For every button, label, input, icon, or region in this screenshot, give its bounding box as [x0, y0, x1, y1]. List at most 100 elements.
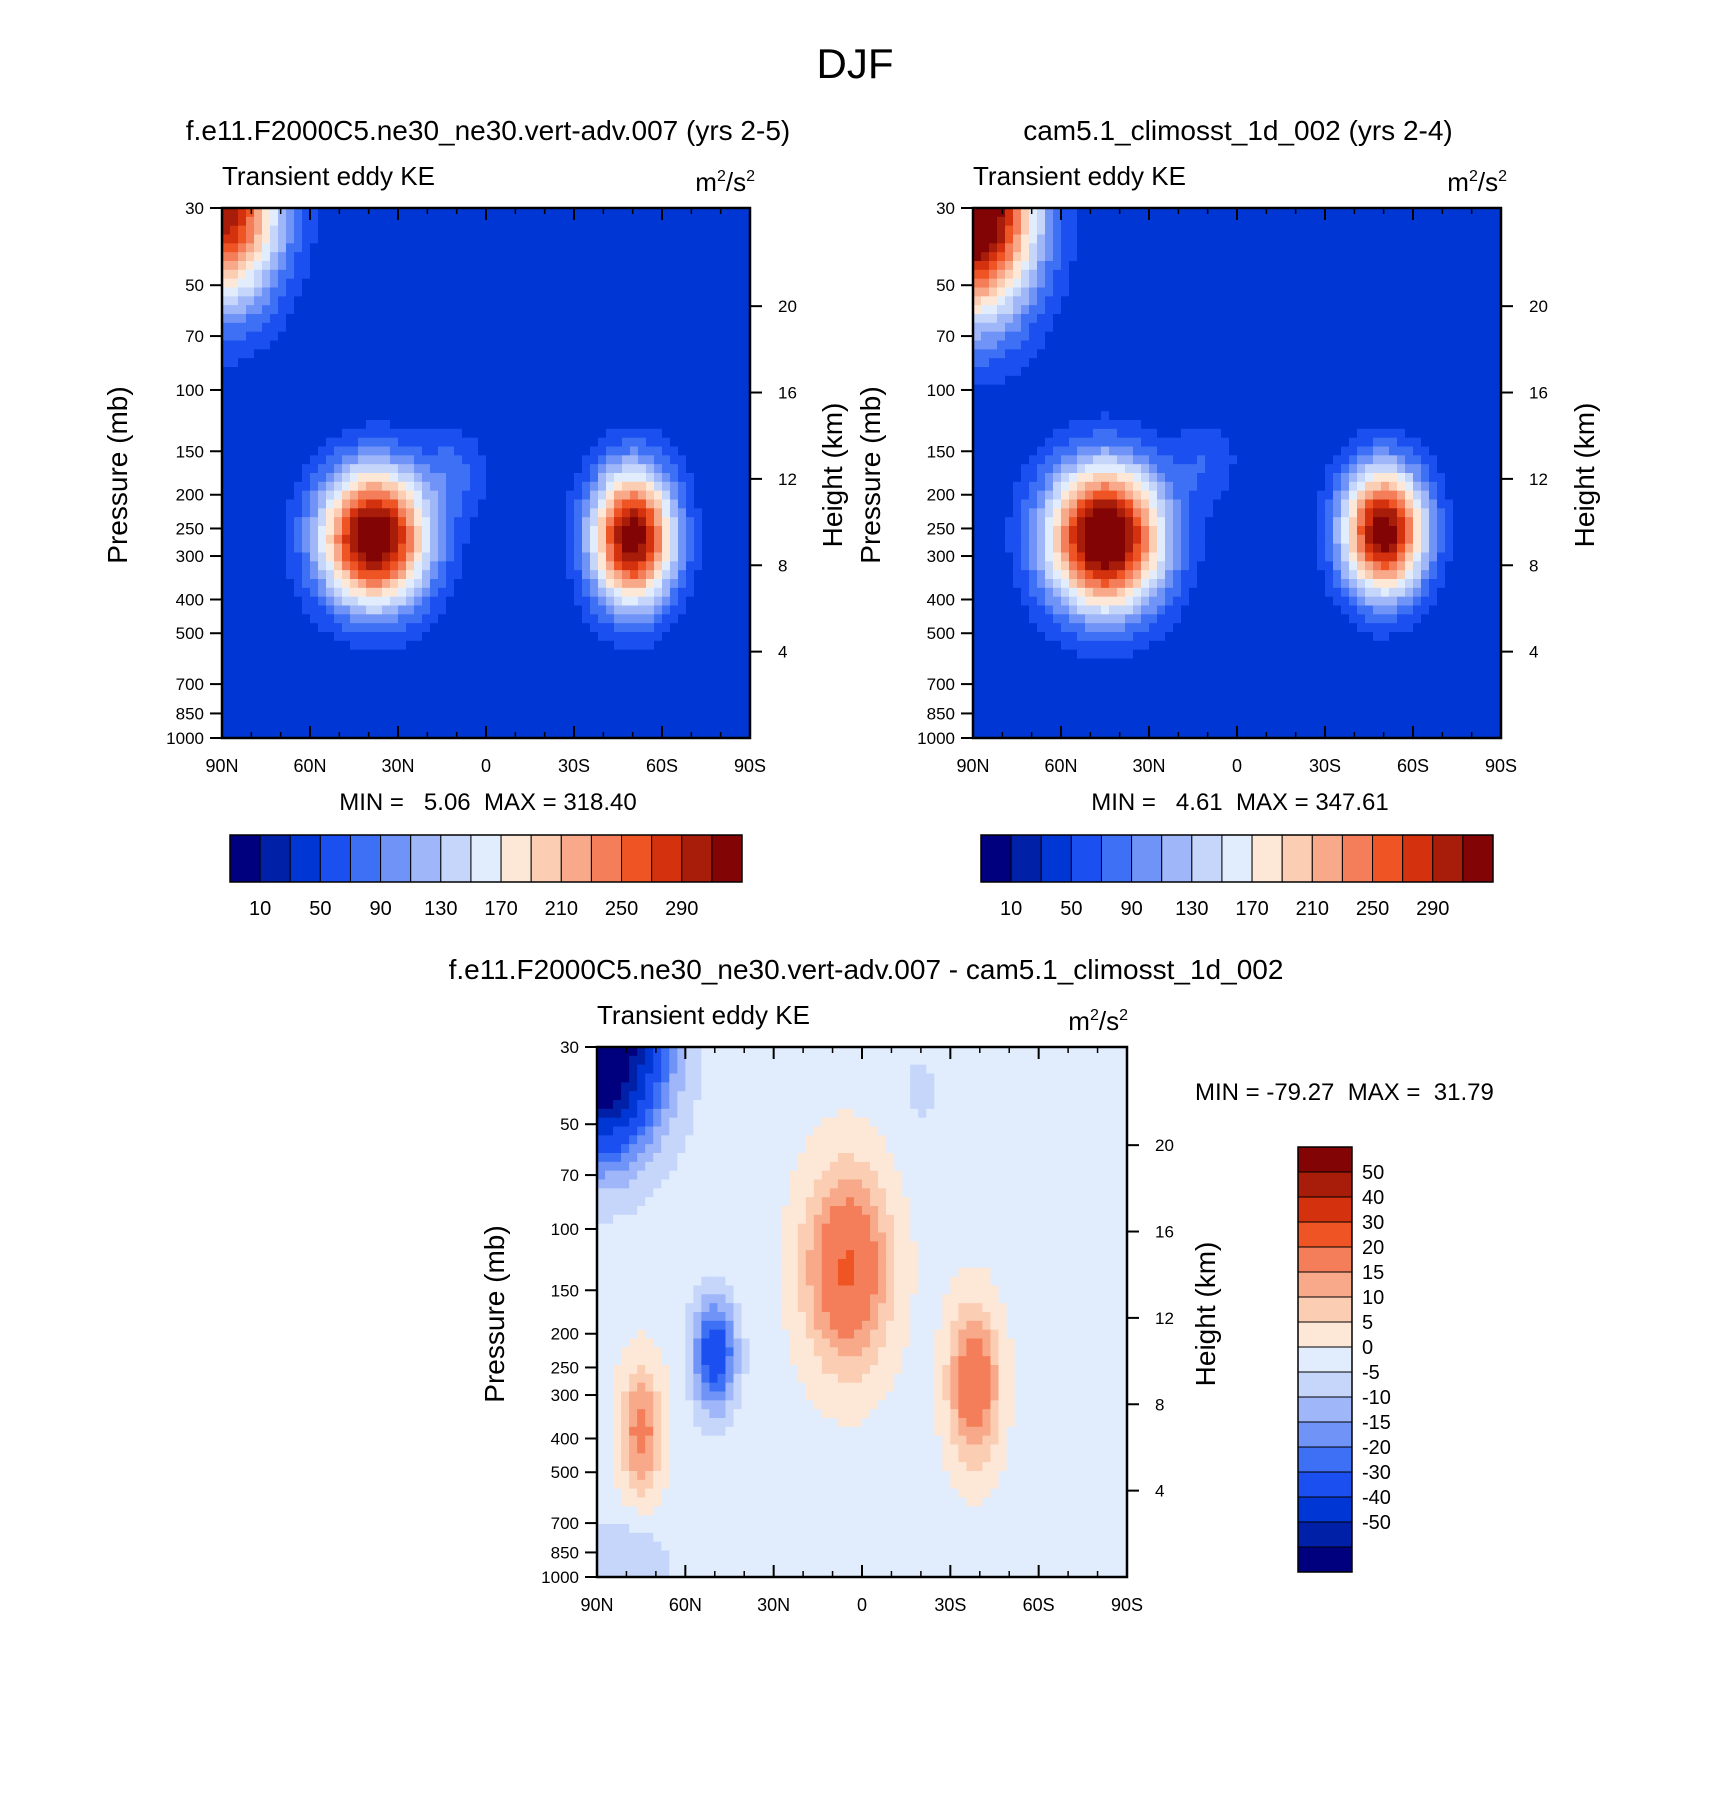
control-cell — [1373, 296, 1382, 306]
model-cell — [646, 349, 655, 359]
control-cell — [1213, 261, 1222, 271]
model-cell — [742, 614, 751, 624]
model-cell — [326, 473, 335, 483]
model-cell — [694, 349, 703, 359]
control-cell — [1085, 234, 1094, 244]
model-cell — [678, 261, 687, 271]
model-cell — [454, 322, 463, 333]
model-cell — [238, 658, 247, 668]
model-cell — [646, 561, 655, 571]
model-cell — [414, 455, 423, 465]
model-cell — [582, 481, 591, 492]
control-cell — [1013, 314, 1022, 324]
model-cell — [566, 393, 575, 403]
model-cell — [494, 570, 503, 580]
control-cell — [1373, 261, 1382, 271]
model-cell — [678, 287, 687, 297]
model-cell — [238, 711, 247, 721]
control-cell — [1381, 305, 1390, 315]
model-cell — [542, 640, 551, 651]
model-cell — [470, 331, 479, 342]
model-cell — [558, 349, 567, 359]
model-cell — [446, 605, 455, 615]
model-cell — [686, 649, 695, 660]
model-cell — [726, 729, 735, 739]
model-cell — [390, 667, 399, 677]
model-cell — [246, 632, 255, 642]
model-cell — [270, 702, 279, 713]
model-cell — [358, 420, 367, 430]
control-cell — [1101, 314, 1110, 324]
model-cell — [430, 587, 439, 598]
control-cell — [1229, 208, 1238, 218]
control-cell — [1341, 243, 1350, 253]
model-cell — [502, 720, 511, 730]
control-cell — [981, 208, 990, 218]
model-cell — [470, 676, 479, 686]
model-cell — [646, 428, 655, 439]
model-cell — [382, 667, 391, 677]
model-cell — [310, 579, 319, 589]
model-cell — [550, 676, 559, 686]
model-cell — [574, 632, 583, 642]
model-cell — [462, 314, 471, 324]
model-cell — [334, 702, 343, 713]
model-cell — [374, 508, 383, 518]
control-cell — [1389, 305, 1398, 315]
control-cell — [1253, 208, 1262, 218]
model-cell — [270, 225, 279, 236]
model-cell — [382, 208, 391, 218]
model-cell — [742, 587, 751, 598]
model-cell — [534, 693, 543, 704]
model-cell — [742, 261, 751, 271]
model-cell — [590, 446, 599, 456]
model-cell — [542, 446, 551, 456]
model-cell — [606, 561, 615, 571]
model-cell — [494, 269, 503, 280]
model-cell — [310, 711, 319, 721]
model-cell — [590, 358, 599, 368]
model-cell — [502, 269, 511, 280]
model-cell — [614, 278, 623, 289]
model-cell — [550, 685, 559, 695]
model-cell — [438, 658, 447, 668]
model-cell — [390, 464, 399, 474]
model-cell — [254, 261, 263, 271]
model-cell — [646, 543, 655, 554]
model-cell — [550, 632, 559, 642]
control-cell — [1485, 225, 1494, 236]
control-cell — [1037, 243, 1046, 253]
model-cell — [350, 455, 359, 465]
model-cell — [286, 225, 295, 236]
model-cell — [542, 296, 551, 306]
model-cell — [262, 561, 271, 571]
control-cell — [1285, 252, 1294, 262]
model-cell — [310, 216, 319, 227]
model-cell — [350, 278, 359, 289]
model-cell — [574, 225, 583, 236]
control-cell — [1117, 305, 1126, 315]
control-cell — [1077, 216, 1086, 227]
model-cell — [398, 552, 407, 562]
model-cell — [382, 623, 391, 633]
model-cell — [654, 269, 663, 280]
model-cell — [390, 481, 399, 492]
model-cell — [718, 464, 727, 474]
model-cell — [358, 305, 367, 315]
model-cell — [270, 481, 279, 492]
model-cell — [526, 720, 535, 730]
model-cell — [598, 367, 607, 377]
control-cell — [1053, 216, 1062, 227]
model-cell — [438, 437, 447, 448]
model-cell — [286, 216, 295, 227]
model-cell — [622, 526, 631, 536]
model-cell — [278, 676, 287, 686]
model-cell — [262, 649, 271, 660]
model-cell — [534, 579, 543, 589]
model-cell — [318, 534, 327, 545]
model-cell — [470, 261, 479, 271]
model-cell — [390, 526, 399, 536]
model-cell — [422, 693, 431, 704]
model-cell — [390, 490, 399, 501]
model-cell — [222, 446, 231, 456]
